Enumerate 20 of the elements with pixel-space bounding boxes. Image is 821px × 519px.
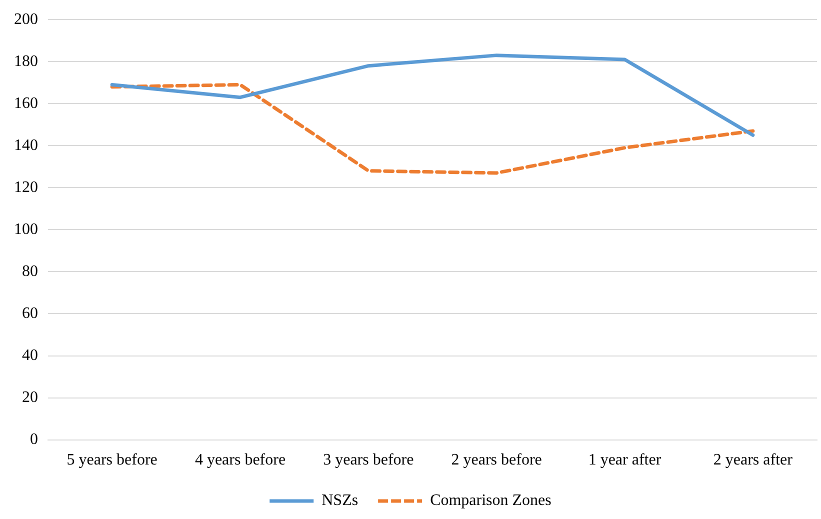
y-tick-label: 200 [14, 10, 38, 28]
line-series [110, 82, 755, 175]
y-tick-label: 180 [14, 52, 38, 70]
y-tick-label: 60 [22, 304, 38, 322]
x-tick-label: 2 years before [451, 452, 542, 469]
x-tick-label: 3 years before [323, 452, 414, 469]
x-tick-label: 4 years before [194, 452, 286, 469]
legend-label: Comparison Zones [430, 492, 552, 510]
x-tick-label: 1 year after [588, 452, 662, 469]
y-tick-label: 120 [14, 178, 38, 196]
y-tick-label: 0 [30, 431, 38, 448]
y-tick-label: 20 [22, 388, 38, 406]
y-tick-label: 80 [22, 262, 38, 280]
x-tick-label: 5 years before [66, 452, 158, 469]
y-tick-label: 140 [14, 136, 38, 154]
y-tick-label: 160 [14, 94, 38, 112]
y-tick-label: 100 [14, 220, 38, 238]
legend-label: NSZs [322, 492, 358, 510]
x-tick-label: 2 years after [713, 452, 794, 469]
y-tick-label: 40 [22, 346, 38, 364]
